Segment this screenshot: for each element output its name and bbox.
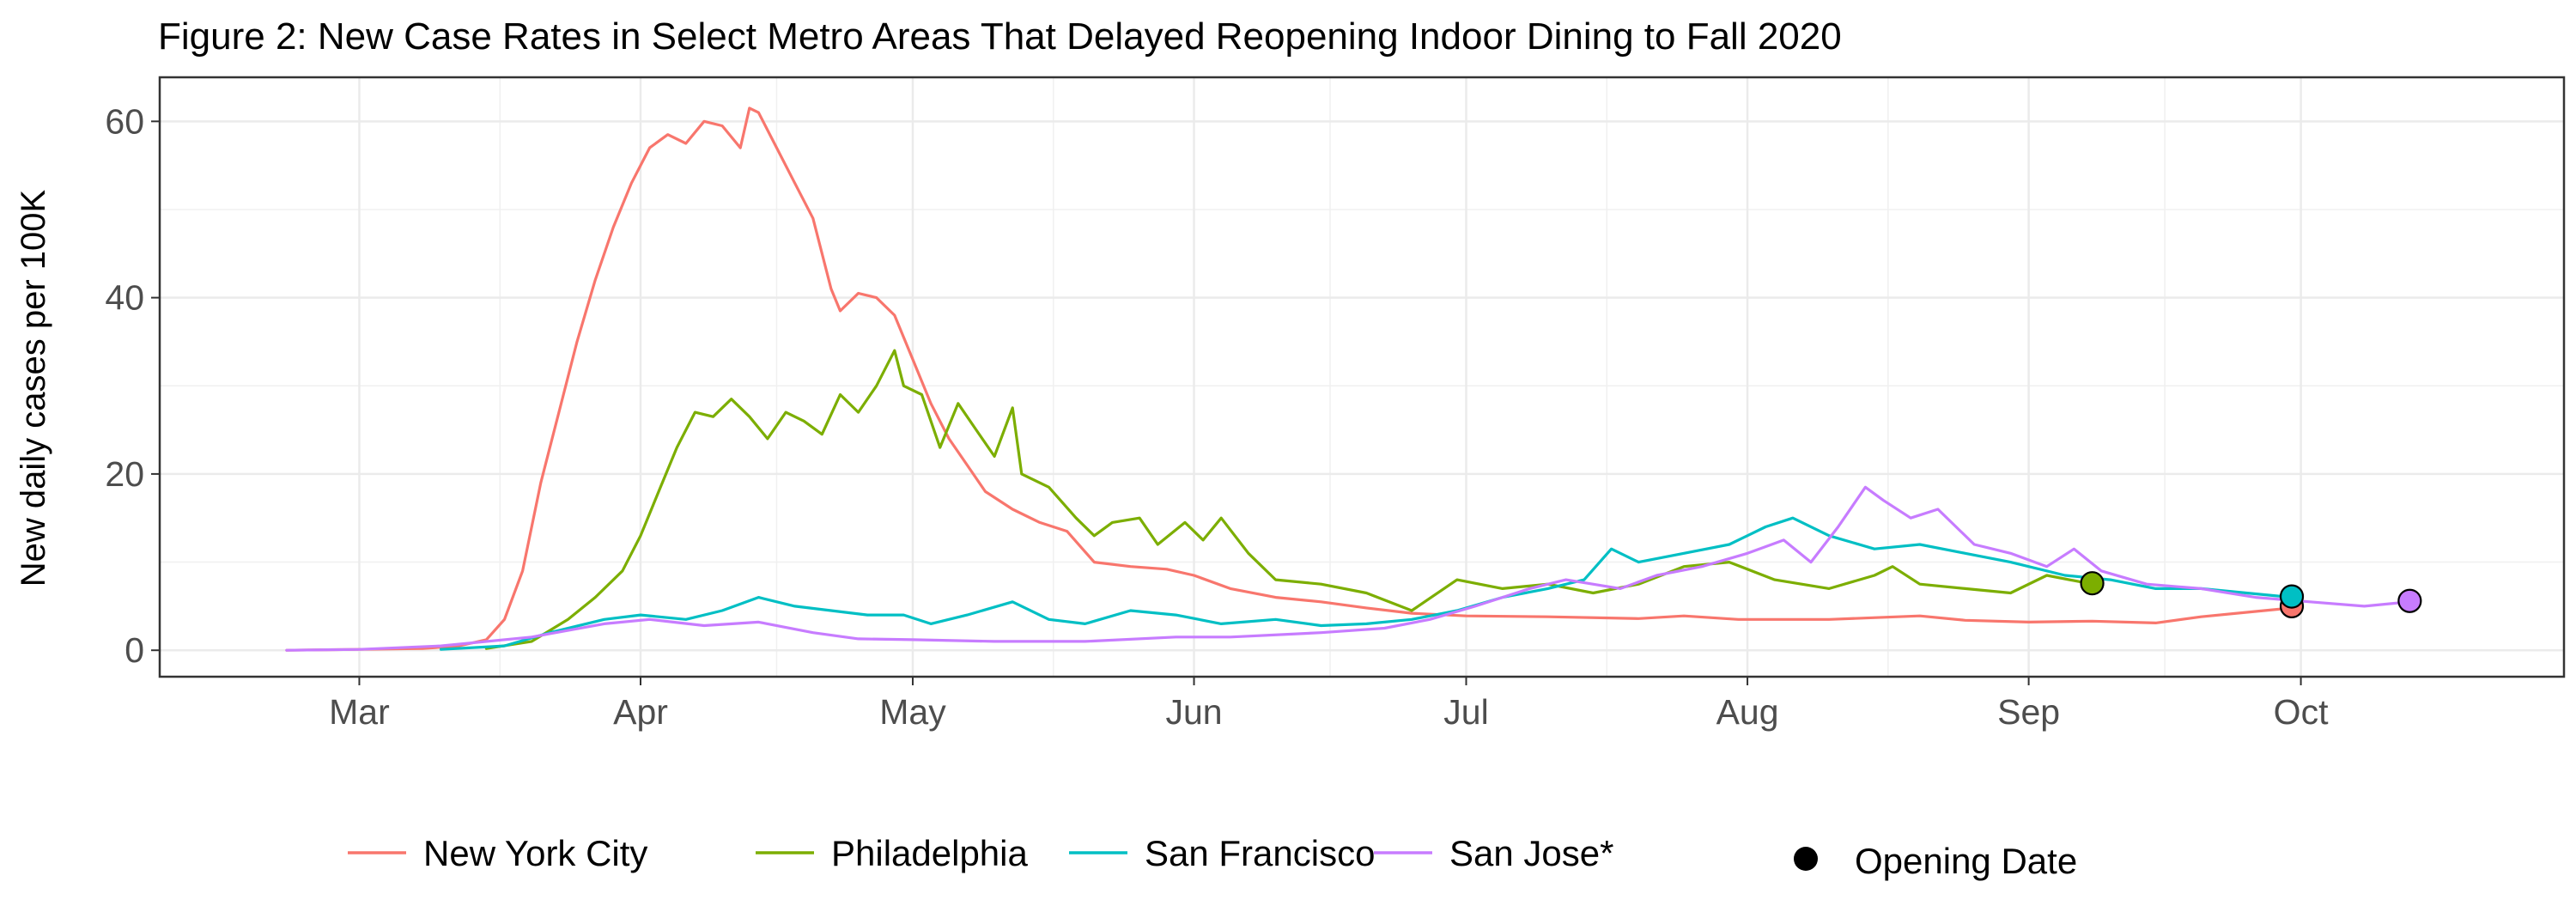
y-tick-label: 60 (105, 101, 144, 141)
x-tick-label: Jun (1165, 692, 1222, 732)
legend-label: Philadelphia (831, 833, 1028, 873)
legend-label: San Francisco (1145, 833, 1375, 873)
x-tick-label: Aug (1716, 692, 1779, 732)
series-line (285, 485, 2411, 652)
legend-marker-label: Opening Date (1855, 841, 2077, 881)
x-tick-label: Oct (2274, 692, 2329, 732)
chart-title: Figure 2: New Case Rates in Select Metro… (158, 15, 1842, 58)
legend: New York City Philadelphia San Francisco Sa… (348, 833, 2077, 881)
opening-date-marker (2080, 571, 2105, 596)
opening-date-marker (2279, 584, 2305, 609)
plot-background (160, 77, 2564, 677)
x-tick-label: Jul (1443, 692, 1488, 732)
opening-date-marker (2397, 588, 2422, 613)
y-axis-label: New daily cases per 100K (15, 189, 52, 587)
y-tick-label: 40 (105, 278, 144, 318)
legend-key-dot (1794, 847, 1818, 871)
x-tick-label: Mar (329, 692, 390, 732)
plot-area: 0 20 40 60 Mar Apr May Jun Jul Aug Sep Oct (105, 76, 2566, 732)
legend-label: San Jose* (1449, 833, 1613, 873)
plot-border (158, 76, 2566, 678)
series-line (285, 106, 2293, 652)
y-tick-label: 0 (125, 630, 144, 670)
x-tick-label: Apr (613, 692, 668, 732)
y-tick-label: 20 (105, 454, 144, 494)
x-tick-label: May (879, 692, 946, 732)
legend-label: New York City (423, 833, 647, 873)
series-line (439, 516, 2293, 651)
x-tick-label: Sep (1997, 692, 2060, 732)
